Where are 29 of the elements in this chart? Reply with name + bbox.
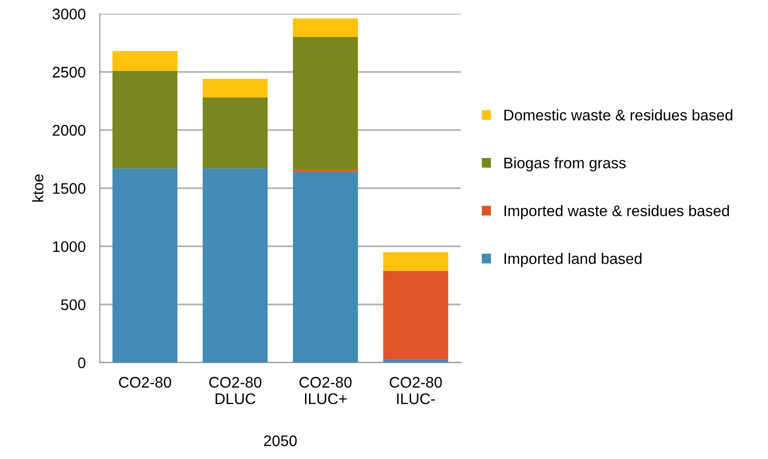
bar — [383, 270, 448, 360]
y-tick-label: 0 — [78, 357, 86, 368]
bar — [292, 37, 358, 170]
bar — [202, 97, 268, 168]
y-axis-title: ktoe — [32, 174, 44, 202]
bar — [112, 70, 178, 168]
x-tick-label: CO2-80 ILUC+ — [299, 376, 352, 404]
bar — [112, 168, 178, 363]
y-tick-label: 2000 — [52, 124, 86, 136]
bar — [292, 18, 358, 38]
bar — [202, 168, 268, 363]
y-tick-label: 1500 — [53, 183, 86, 194]
bar — [112, 50, 178, 71]
x-axis-title: 2050 — [264, 435, 297, 446]
legend-label: Domestic waste & residues based — [504, 109, 732, 121]
x-tick-label: CO2-80 ILUC- — [390, 376, 442, 404]
y-tick-label: 2500 — [52, 66, 86, 78]
legend-label: Imported land based — [504, 252, 642, 268]
legend-label: Biogas from grass — [504, 157, 626, 172]
legend-label: Imported waste & residues based — [504, 204, 729, 220]
y-tick-label: 1000 — [53, 241, 86, 252]
y-tick-label: 3000 — [52, 8, 86, 20]
bar — [292, 172, 358, 363]
bar — [383, 359, 448, 363]
x-tick-label: CO2-80 — [118, 376, 172, 388]
x-tick-label: CO2-80 DLUC — [209, 376, 262, 404]
bar — [383, 252, 448, 271]
bar — [202, 78, 268, 98]
y-tick-label: 500 — [61, 299, 86, 310]
